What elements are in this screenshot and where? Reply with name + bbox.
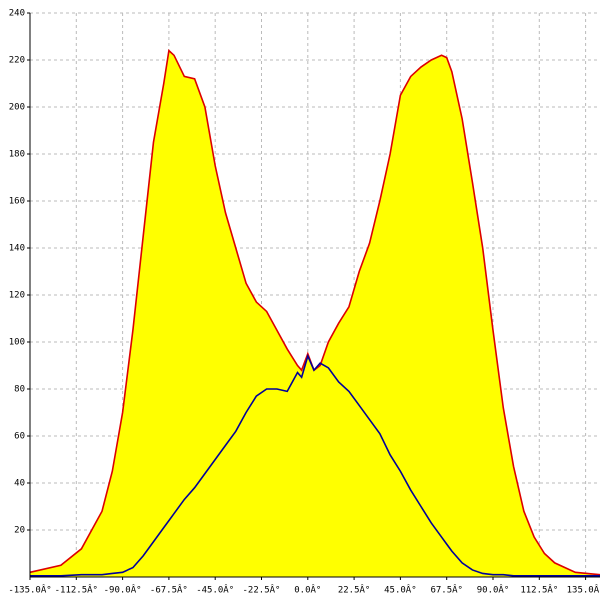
y-tick-label: 80 <box>14 385 25 395</box>
y-tick-label: 160 <box>9 197 25 207</box>
y-tick-label: 220 <box>9 56 25 66</box>
y-tick-label: 120 <box>9 291 25 301</box>
y-tick-label: 180 <box>9 150 25 160</box>
y-tick-label: 40 <box>14 479 25 489</box>
x-tick-label: -90.0Â° <box>104 584 142 596</box>
area <box>30 50 600 578</box>
x-tick-label: -22.5Â° <box>243 584 281 596</box>
line <box>30 353 600 577</box>
x-tick-label: 45.0Â° <box>384 584 417 596</box>
x-tick-label: -67.5Â° <box>150 584 188 596</box>
y-tick-label: 100 <box>9 338 25 348</box>
x-tick-label: 90.0Â° <box>477 584 510 596</box>
x-tick-label: 22.5Â° <box>338 584 371 596</box>
y-tick-label: 60 <box>14 432 25 442</box>
y-tick-label: 20 <box>14 526 25 536</box>
x-tick-label: 67.5Â° <box>430 584 463 596</box>
x-tick-label: -135.0Â° <box>8 584 51 596</box>
x-tick-label: -112.5Â° <box>55 584 98 596</box>
y-tick-label: 240 <box>9 9 25 19</box>
x-tick-label: 112.5Â° <box>520 584 558 596</box>
y-tick-label: 140 <box>9 244 25 254</box>
x-tick-label: -45.0Â° <box>196 584 234 596</box>
x-tick-label: 0.0Â° <box>294 584 321 596</box>
x-tick-label: 135.0Â° <box>567 584 600 596</box>
y-tick-label: 200 <box>9 103 25 113</box>
